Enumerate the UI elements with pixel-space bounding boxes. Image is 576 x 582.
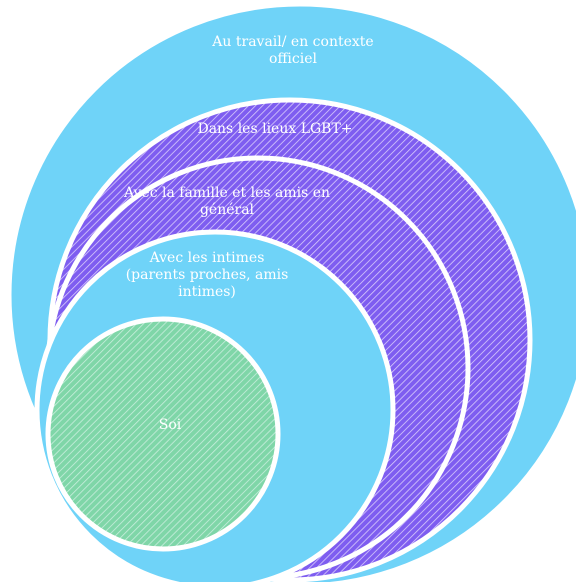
label-line: Soi: [158, 417, 182, 433]
label-line: officiel: [269, 51, 317, 67]
label-line: (parents proches, amis: [125, 267, 289, 283]
label-line: Avec les intimes: [149, 250, 265, 266]
label-work-context: Au travail/ en contexte officiel: [188, 34, 398, 68]
circle-self: [45, 316, 281, 552]
label-line: général: [199, 202, 255, 218]
label-line: Dans les lieux LGBT+: [197, 121, 353, 137]
label-lgbt-places: Dans les lieux LGBT+: [160, 121, 390, 138]
label-self: Soi: [120, 417, 220, 434]
label-intimates: Avec les intimes (parents proches, amis …: [92, 250, 322, 301]
label-family-friends: Avec la famille et les amis en général: [112, 185, 342, 219]
label-line: Au travail/ en contexte: [212, 34, 374, 50]
label-line: Avec la famille et les amis en: [123, 185, 331, 201]
label-line: intimes): [178, 284, 236, 300]
